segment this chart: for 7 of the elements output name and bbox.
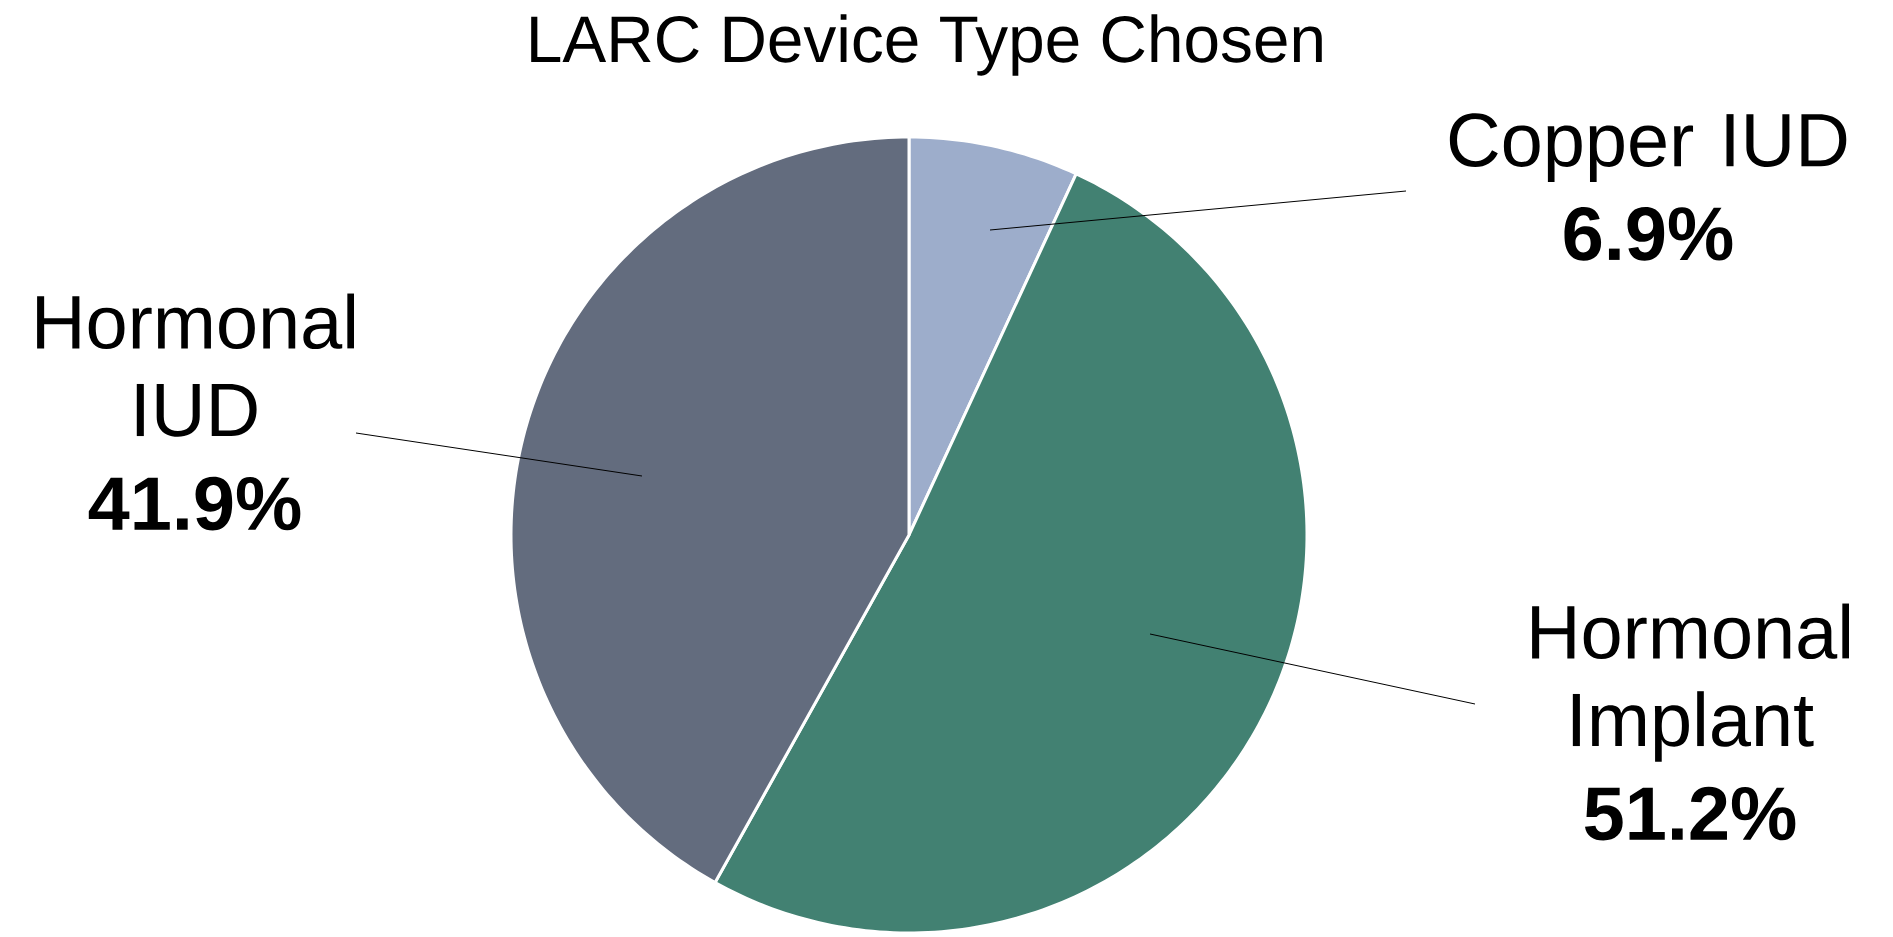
slice-label: Hormonal Implant [1532,603,1849,762]
slice-label: Copper IUD [1449,113,1847,182]
data-label: 51.2% [1584,786,1796,841]
data-label: 41.9% [88,476,301,531]
slice-label: Hormonal IUD [37,293,354,437]
data-label: 6.9% [1564,207,1733,261]
chart-title: LARC Device Type Chosen [531,14,1322,76]
